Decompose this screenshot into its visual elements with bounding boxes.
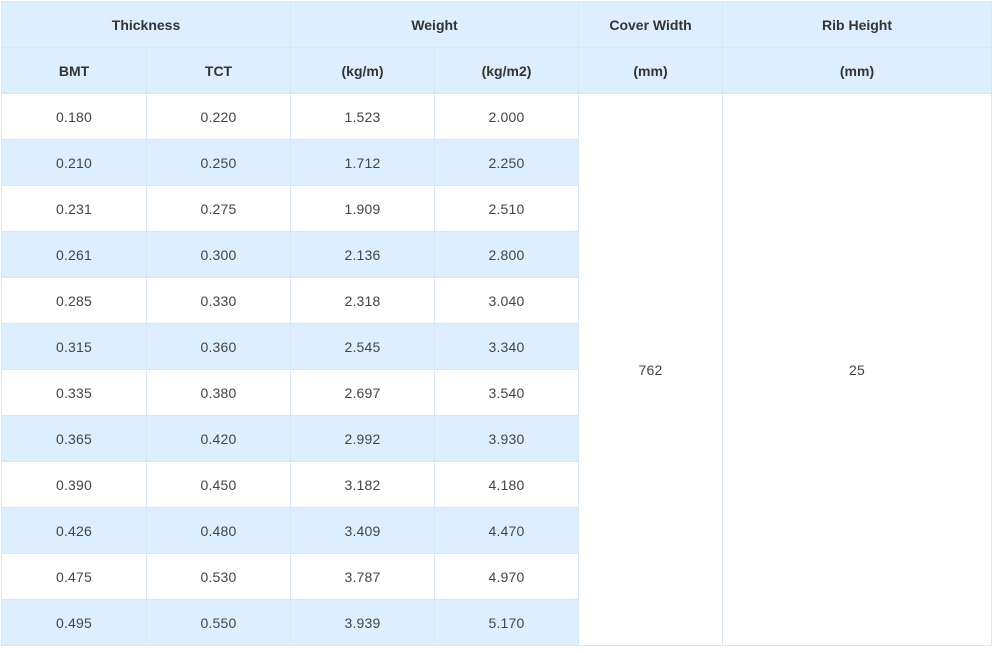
tct-cell: 0.360 [145,323,292,370]
tct-cell: 0.220 [145,93,292,140]
kg-per-m2-cell: 4.180 [434,461,580,508]
kg-per-m-cell: 3.409 [290,507,436,554]
kg-per-m-cell: 2.697 [290,369,436,416]
bmt-cell: 0.335 [1,369,147,416]
header-rib-height-unit: (mm) [722,47,992,94]
table-row: 0.315 0.360 2.545 3.340 [1,323,992,370]
table-body: 0.180 0.220 1.523 2.000 762 25 0.210 0.2… [1,93,992,646]
table-row: 0.335 0.380 2.697 3.540 [1,369,992,416]
table-row: 0.495 0.550 3.939 5.170 [1,599,992,646]
table-header: Thickness Weight Cover Width Rib Height … [0,1,992,94]
tct-cell: 0.250 [145,139,292,186]
table-row: 0.231 0.275 1.909 2.510 [1,185,992,232]
tct-cell: 0.550 [145,599,292,646]
bmt-cell: 0.180 [1,93,147,140]
table-row: 0.210 0.250 1.712 2.250 [1,139,992,186]
header-bmt: BMT [1,47,147,94]
kg-per-m2-cell: 3.040 [434,277,580,324]
header-rib-height: Rib Height [722,1,992,48]
kg-per-m2-cell: 2.800 [434,231,580,278]
tct-cell: 0.330 [145,277,292,324]
table-row: 0.180 0.220 1.523 2.000 762 25 [1,93,992,646]
kg-per-m2-cell: 3.340 [434,323,580,370]
kg-per-m-cell: 2.318 [290,277,436,324]
kg-per-m-cell: 2.545 [290,323,436,370]
bmt-cell: 0.315 [1,323,147,370]
kg-per-m2-cell: 2.250 [434,139,580,186]
kg-per-m-cell: 2.992 [290,415,436,462]
header-row-units: BMT TCT (kg/m) (kg/m2) (mm) (mm) [1,47,992,94]
header-cover-width-unit: (mm) [578,47,724,94]
table-row: 0.390 0.450 3.182 4.180 [1,461,992,508]
tct-cell: 0.300 [145,231,292,278]
cover-width-value: 762 [578,93,724,646]
table-row: 0.426 0.480 3.409 4.470 [1,507,992,554]
kg-per-m2-cell: 5.170 [434,599,580,646]
header-weight: Weight [290,1,580,48]
header-row-groups: Thickness Weight Cover Width Rib Height [0,1,992,48]
tct-cell: 0.480 [145,507,292,554]
kg-per-m2-cell: 2.000 [434,93,580,140]
bmt-cell: 0.390 [1,461,147,508]
rib-height-value: 25 [722,93,992,646]
tct-cell: 0.530 [145,553,292,600]
kg-per-m-cell: 1.523 [290,93,436,140]
kg-per-m-cell: 1.712 [290,139,436,186]
table-row: 0.285 0.330 2.318 3.040 [1,277,992,324]
kg-per-m-cell: 1.909 [290,185,436,232]
kg-per-m-cell: 2.136 [290,231,436,278]
header-thickness: Thickness [0,1,292,48]
bmt-cell: 0.475 [1,553,147,600]
kg-per-m-cell: 3.787 [290,553,436,600]
kg-per-m2-cell: 3.540 [434,369,580,416]
bmt-cell: 0.365 [1,415,147,462]
table-row: 0.365 0.420 2.992 3.930 [1,415,992,462]
table-row: 0.475 0.530 3.787 4.970 [1,553,992,600]
header-kg-per-m2: (kg/m2) [434,47,580,94]
header-kg-per-m: (kg/m) [290,47,436,94]
tct-cell: 0.380 [145,369,292,416]
bmt-cell: 0.495 [1,599,147,646]
header-cover-width: Cover Width [578,1,724,48]
bmt-cell: 0.285 [1,277,147,324]
bmt-cell: 0.231 [1,185,147,232]
tct-cell: 0.275 [145,185,292,232]
table-row: 0.261 0.300 2.136 2.800 [1,231,992,278]
kg-per-m2-cell: 4.470 [434,507,580,554]
kg-per-m-cell: 3.939 [290,599,436,646]
tct-cell: 0.450 [145,461,292,508]
bmt-cell: 0.261 [1,231,147,278]
kg-per-m2-cell: 2.510 [434,185,580,232]
kg-per-m-cell: 3.182 [290,461,436,508]
bmt-cell: 0.210 [1,139,147,186]
tct-cell: 0.420 [145,415,292,462]
bmt-cell: 0.426 [1,507,147,554]
kg-per-m2-cell: 3.930 [434,415,580,462]
header-tct: TCT [145,47,292,94]
kg-per-m2-cell: 4.970 [434,553,580,600]
